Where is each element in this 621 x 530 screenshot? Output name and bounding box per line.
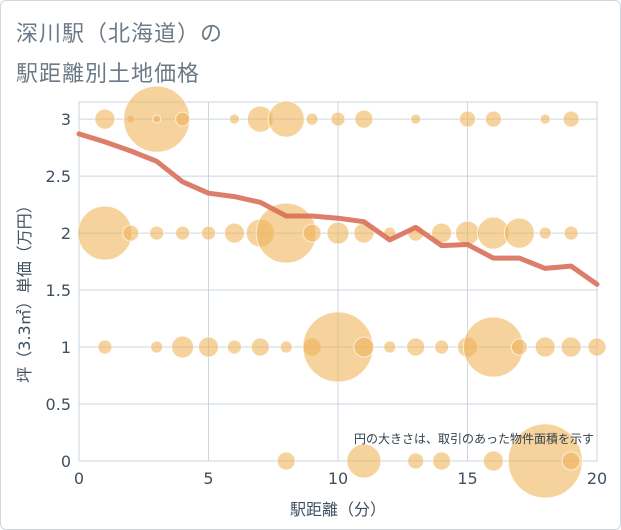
grid-lines [78,101,598,462]
y-tick-label: 2 [61,224,71,243]
data-bubble [539,113,551,125]
chart-title-line-2: 駅距離別土地価格 [16,62,201,87]
data-bubble [561,451,581,471]
data-bubble [484,110,502,128]
y-tick-label: 3 [61,110,71,129]
chart-note: 円の大きさは、取引のあった物件面積を示す [354,431,594,446]
y-tick-label: 0.5 [46,395,71,414]
data-bubble [407,452,425,470]
data-bubble [250,337,270,357]
data-bubble [587,337,607,357]
bubbles [77,85,607,499]
data-bubble [150,340,164,354]
data-bubble [326,221,350,245]
y-tick-label: 2.5 [46,167,71,186]
data-bubble [383,340,397,354]
data-bubble [353,336,375,358]
data-bubble [198,336,219,358]
data-bubble [279,340,293,354]
data-bubble [267,100,305,138]
data-bubble [538,226,552,240]
data-bubble [175,111,191,127]
data-bubble [97,339,113,355]
trend-line [76,131,600,287]
data-bubble [432,451,452,471]
data-bubble [228,113,240,125]
data-bubble [455,220,480,246]
x-tick-label: 15 [457,469,477,488]
data-bubble [510,338,528,356]
data-bubble [171,335,195,359]
x-tick-label: 0 [74,469,84,488]
data-bubble [406,337,426,357]
x-tick-label: 20 [587,469,607,488]
data-bubble [459,110,476,128]
data-bubble [330,111,346,127]
y-tick-label: 0 [61,452,71,471]
trend-line-layer [76,131,600,287]
data-bubble [223,222,245,244]
y-tick-label: 1.5 [46,281,71,300]
data-bubble [560,336,582,358]
data-bubble [562,110,580,128]
y-tick-label: 1 [61,338,71,357]
data-bubble [354,109,374,129]
data-bubble [152,114,162,124]
data-bubble [276,451,296,471]
x-axis-label: 駅距離（分） [290,500,386,519]
data-bubble [175,225,191,241]
x-tick-label: 5 [203,469,213,488]
data-bubble [482,450,504,472]
data-bubble [434,339,450,355]
data-bubble [94,108,116,130]
y-axis-label: 坪（3.3㎡）単価（万円） [15,197,34,382]
data-bubble [201,225,216,241]
axes: 0 5 10 15 20 0 0.5 1 1.5 2 2.5 3 [46,110,608,488]
data-bubble [534,336,556,358]
chart-title-line-1: 深川駅（北海道）の [16,22,224,47]
data-bubble [149,225,165,241]
data-bubble [302,223,322,243]
data-bubble [563,225,579,241]
data-bubble [503,217,535,249]
data-bubble [122,224,140,242]
data-bubble [226,339,242,355]
data-bubble [305,112,319,126]
data-bubble [507,423,583,499]
x-tick-label: 10 [328,469,348,488]
data-bubble [410,113,422,125]
data-bubble [346,443,382,479]
